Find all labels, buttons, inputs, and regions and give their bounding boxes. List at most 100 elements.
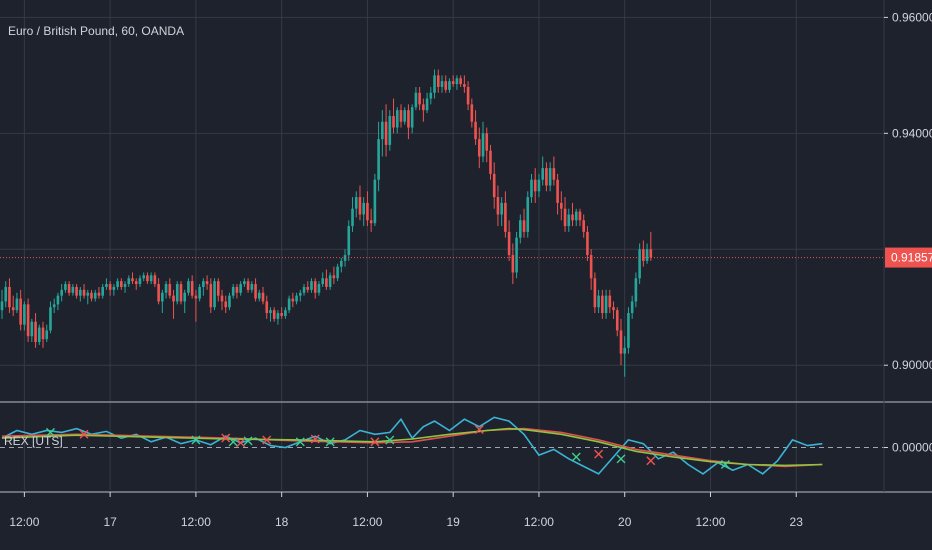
candle-body[interactable] [392,115,395,128]
candle-body[interactable] [358,197,362,215]
candle-body[interactable] [496,197,500,215]
candle-body[interactable] [172,295,175,302]
oscillator-pane[interactable] [0,416,884,475]
candle-body[interactable] [477,139,481,157]
candle-body[interactable] [45,330,49,340]
candle-body[interactable] [627,313,630,348]
candle-body[interactable] [302,286,306,293]
candle-body[interactable] [425,98,429,111]
candle-body[interactable] [306,286,310,290]
candle-body[interactable] [485,133,489,151]
candle-body[interactable] [649,249,653,258]
candle-body[interactable] [507,231,511,256]
candle-body[interactable] [597,295,600,308]
candle-body[interactable] [157,284,160,302]
candle-body[interactable] [86,292,90,296]
candle-body[interactable] [571,214,574,221]
candle-body[interactable] [619,330,623,354]
candle-body[interactable] [369,220,373,224]
candle-body[interactable] [418,92,421,105]
candle-body[interactable] [112,286,116,290]
candle-body[interactable] [0,301,4,311]
candle-body[interactable] [526,197,530,232]
candle-body[interactable] [287,298,291,311]
candle-body[interactable] [574,211,578,221]
candle-body[interactable] [41,327,45,340]
candle-body[interactable] [451,81,455,85]
candle-body[interactable] [30,321,34,337]
candle-body[interactable] [101,286,104,296]
candle-body[interactable] [108,284,112,290]
candle-body[interactable] [317,284,321,293]
candle-body[interactable] [466,86,470,105]
candle-body[interactable] [265,301,269,314]
candle-body[interactable] [105,284,108,287]
candle-body[interactable] [79,289,82,296]
candle-body[interactable] [243,281,246,285]
candle-body[interactable] [470,104,474,122]
candle-body[interactable] [161,292,164,302]
candle-body[interactable] [75,286,78,296]
candle-body[interactable] [388,115,392,145]
candle-body[interactable] [26,304,30,337]
candle-body[interactable] [362,202,365,215]
candle-body[interactable] [381,121,384,140]
candle-body[interactable] [351,208,354,227]
candle-body[interactable] [615,310,619,331]
candle-body[interactable] [448,81,451,90]
candle-body[interactable] [183,292,187,302]
candle-body[interactable] [489,150,492,174]
candle-body[interactable] [407,110,410,128]
candle-body[interactable] [377,139,380,180]
candle-body[interactable] [175,284,179,302]
candle-body[interactable] [515,237,518,273]
candle-body[interactable] [49,307,52,331]
candle-body[interactable] [4,286,8,302]
candle-body[interactable] [19,298,22,325]
candle-body[interactable] [194,295,198,299]
candle-body[interactable] [593,278,597,308]
candle-body[interactable] [340,260,343,267]
candle-body[interactable] [209,284,213,308]
candle-body[interactable] [563,208,567,227]
candle-body[interactable] [395,110,399,128]
candle-body[interactable] [630,301,634,314]
candle-body[interactable] [205,281,209,285]
candle-body[interactable] [492,173,496,198]
candle-body[interactable] [504,202,507,232]
candle-body[interactable] [533,179,537,192]
candle-body[interactable] [269,310,272,314]
candle-body[interactable] [455,78,459,85]
candle-body[interactable] [299,292,302,296]
candle-body[interactable] [429,92,433,99]
candle-body[interactable] [537,179,541,192]
candle-body[interactable] [519,220,522,238]
candle-body[interactable] [239,284,242,293]
candle-body[interactable] [612,307,615,311]
candle-body[interactable] [373,179,377,224]
last-price-tag[interactable] [885,247,932,268]
candle-body[interactable] [71,286,75,293]
candle-body[interactable] [623,347,627,354]
candle-body[interactable] [325,278,328,287]
candle-body[interactable] [399,110,403,122]
candle-body[interactable] [261,292,265,302]
time-axis[interactable]: 12:00 17 12:00 18 12:00 19 12:00 20 12:00 23 [9,492,803,529]
candle-body[interactable] [444,81,448,90]
candle-body[interactable] [67,284,71,293]
candle-body[interactable] [216,281,220,296]
candle-body[interactable] [552,168,556,180]
candle-body[interactable] [127,278,131,285]
candle-body[interactable] [403,110,407,122]
candle-body[interactable] [190,281,194,296]
candle-body[interactable] [116,281,119,287]
candle-body[interactable] [142,275,145,279]
candle-body[interactable] [56,295,60,305]
candle-body[interactable] [15,298,19,311]
candle-body[interactable] [93,292,97,299]
candle-body[interactable] [179,284,183,302]
candle-body[interactable] [198,286,201,299]
candle-body[interactable] [60,289,63,296]
candle-body[interactable] [64,284,67,290]
candle-body[interactable] [123,284,127,287]
